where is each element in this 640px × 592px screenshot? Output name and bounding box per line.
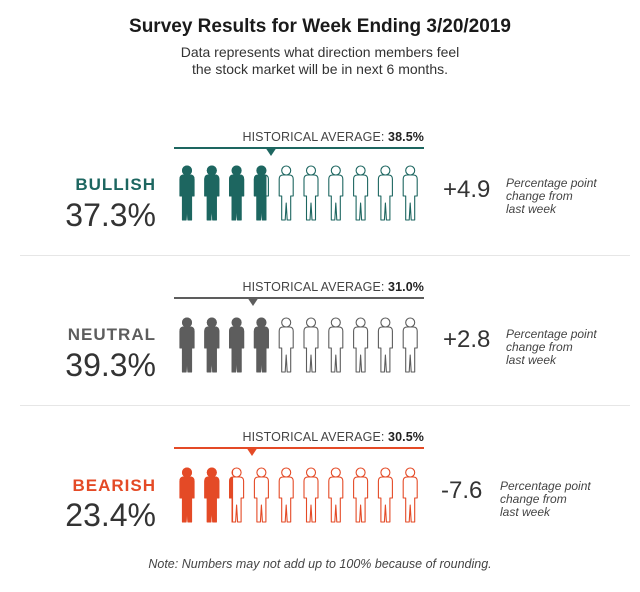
person-icon: [253, 165, 269, 221]
chart-subtitle: Data represents what direction members f…: [180, 44, 460, 77]
historical-average-value: 30.5%: [388, 430, 424, 444]
footnote: Note: Numbers may not add up to 100% bec…: [148, 557, 492, 571]
historical-average-prefix: HISTORICAL AVERAGE:: [242, 280, 385, 294]
historical-average-marker: [265, 147, 278, 156]
person-icon: [278, 165, 294, 221]
pictograph-figures: [176, 317, 424, 373]
weekly-change-note: Percentage point change from last week: [506, 177, 597, 216]
person-icon: [377, 467, 393, 523]
historical-average-value: 31.0%: [388, 280, 424, 294]
chart-title: Survey Results for Week Ending 3/20/2019: [129, 16, 511, 37]
person-icon: [253, 467, 269, 523]
pictograph-svg: [179, 165, 418, 221]
row-bullish: HISTORICAL AVERAGE: 38.5% BULLISH 37.3% …: [0, 125, 640, 275]
historical-average-marker: [246, 297, 259, 306]
person-icon: [204, 165, 220, 221]
person-icon: [278, 467, 294, 523]
weekly-change-value: +2.8: [443, 326, 491, 353]
sentiment-value: 37.3%: [65, 197, 156, 233]
person-icon: [377, 165, 393, 221]
person-icon: [328, 165, 344, 221]
person-icon: [253, 317, 269, 373]
sentiment-label: BEARISH: [72, 476, 156, 495]
person-icon: [229, 317, 245, 373]
person-icon: [328, 317, 344, 373]
weekly-change-value: +4.9: [443, 176, 491, 203]
weekly-change-value: -7.6: [441, 477, 483, 504]
historical-average-label: HISTORICAL AVERAGE: 31.0%: [174, 280, 424, 294]
historical-average-line: [174, 147, 424, 149]
pictograph-svg: [179, 317, 418, 373]
weekly-change-note-line: last week: [500, 505, 551, 519]
person-icon: [179, 317, 195, 373]
person-icon: [353, 467, 369, 523]
historical-average-line: [174, 447, 424, 449]
row-neutral: HISTORICAL AVERAGE: 31.0% NEUTRAL 39.3% …: [0, 276, 640, 426]
person-icon: [179, 165, 195, 221]
sentiment-value: 39.3%: [65, 347, 156, 383]
historical-average-label: HISTORICAL AVERAGE: 30.5%: [174, 430, 424, 444]
historical-average-prefix: HISTORICAL AVERAGE:: [242, 130, 385, 144]
weekly-change-note-line: Percentage point: [500, 479, 591, 493]
person-icon: [402, 317, 418, 373]
weekly-change-note-line: last week: [506, 353, 557, 367]
person-icon: [278, 317, 294, 373]
pictograph-figures: [176, 467, 424, 523]
person-icon: [303, 317, 319, 373]
historical-average-prefix: HISTORICAL AVERAGE:: [242, 430, 385, 444]
sentiment-label: NEUTRAL: [67, 325, 156, 344]
row-divider: [20, 405, 630, 406]
weekly-change-note: Percentage point change from last week: [506, 328, 597, 367]
historical-average-marker: [245, 447, 258, 456]
weekly-change-note-line: Percentage point: [506, 176, 597, 190]
person-icon: [229, 467, 245, 523]
pictograph-figures: [176, 165, 424, 221]
person-icon: [204, 467, 220, 523]
weekly-change-note-line: change from: [506, 340, 573, 354]
weekly-change-note-line: last week: [506, 202, 557, 216]
person-icon: [353, 165, 369, 221]
historical-average-label: HISTORICAL AVERAGE: 38.5%: [174, 130, 424, 144]
person-icon: [377, 317, 393, 373]
sentiment-value: 23.4%: [65, 497, 156, 533]
row-bearish: HISTORICAL AVERAGE: 30.5% BEARISH 23.4% …: [0, 426, 640, 576]
historical-average-value: 38.5%: [388, 130, 424, 144]
person-icon: [328, 467, 344, 523]
person-icon: [179, 467, 195, 523]
sentiment-label: BULLISH: [75, 175, 156, 194]
weekly-change-note-line: change from: [506, 189, 573, 203]
historical-average-line: [174, 297, 424, 299]
person-icon: [229, 165, 245, 221]
person-icon: [303, 467, 319, 523]
person-icon: [402, 165, 418, 221]
person-icon: [204, 317, 220, 373]
person-icon: [303, 165, 319, 221]
weekly-change-note-line: change from: [500, 492, 567, 506]
row-divider: [20, 255, 630, 256]
weekly-change-note: Percentage point change from last week: [500, 480, 591, 519]
pictograph-svg: [179, 467, 418, 523]
weekly-change-note-line: Percentage point: [506, 327, 597, 341]
person-icon: [353, 317, 369, 373]
person-icon: [402, 467, 418, 523]
